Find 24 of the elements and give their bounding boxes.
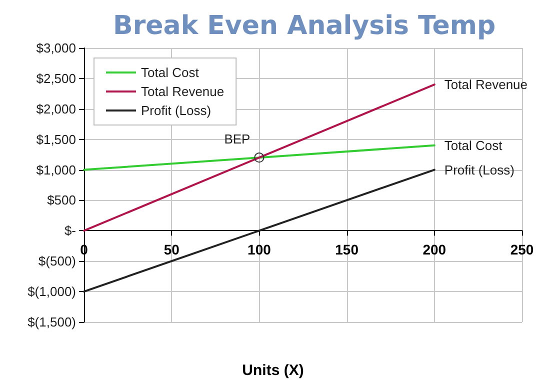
legend-label: Total Cost bbox=[141, 65, 200, 80]
x-tick-label: 250 bbox=[510, 242, 534, 258]
y-tick-label: $2,500 bbox=[36, 70, 76, 86]
y-tick-label: $1,000 bbox=[36, 162, 76, 178]
annotation: BEP bbox=[224, 132, 250, 147]
text: Profit (Loss) bbox=[444, 162, 514, 178]
y-tick-label: $500 bbox=[47, 192, 76, 208]
y-tick-label: $(500) bbox=[38, 254, 76, 269]
y-tick-label: $2,000 bbox=[36, 101, 76, 116]
chart-title: Break Even Analysis Temp bbox=[113, 11, 496, 41]
text: Total Revenue bbox=[444, 77, 528, 92]
x-tick-label: 50 bbox=[164, 242, 180, 258]
x-tick-label: 200 bbox=[422, 242, 446, 258]
x-axis-title: Units (X) bbox=[242, 362, 304, 379]
legend-label: Total Revenue bbox=[141, 84, 224, 99]
y-tick-label: $- bbox=[64, 223, 76, 238]
y-tick-label: $3,000 bbox=[36, 40, 76, 56]
x-tick-label: 150 bbox=[335, 242, 359, 258]
text: Total Cost bbox=[444, 138, 502, 153]
y-tick-label: $(1,000) bbox=[28, 284, 76, 300]
y-tick-label: $1,500 bbox=[36, 132, 76, 147]
x-tick-label: 100 bbox=[248, 242, 272, 258]
legend-label: Profit (Loss) bbox=[141, 103, 212, 118]
y-tick-label: $(1,500) bbox=[28, 314, 76, 330]
